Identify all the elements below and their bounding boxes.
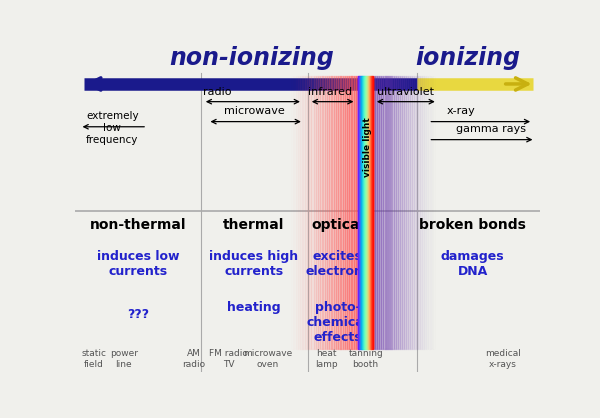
Bar — [293, 76, 296, 349]
Bar — [385, 76, 388, 349]
Text: gamma rays: gamma rays — [456, 125, 526, 135]
Text: AM
radio: AM radio — [182, 349, 205, 369]
Bar — [406, 76, 408, 349]
Bar — [311, 76, 314, 349]
Bar — [391, 76, 394, 349]
Bar — [334, 76, 336, 349]
Bar — [375, 76, 377, 349]
Text: ultraviolet: ultraviolet — [377, 87, 434, 97]
Text: non-thermal: non-thermal — [89, 217, 186, 232]
Bar — [420, 76, 422, 349]
Bar — [305, 76, 307, 349]
Text: heating: heating — [227, 301, 281, 314]
Text: microwave
oven: microwave oven — [244, 349, 293, 369]
Bar — [377, 76, 379, 349]
Bar — [395, 76, 398, 349]
Bar — [307, 76, 309, 349]
Bar — [354, 76, 356, 349]
Bar — [416, 76, 418, 349]
Text: microwave: microwave — [224, 106, 284, 116]
Bar — [408, 76, 410, 349]
Text: non-ionizing: non-ionizing — [169, 46, 334, 70]
Bar — [373, 76, 375, 349]
Bar — [345, 76, 347, 349]
Text: infrared: infrared — [308, 87, 352, 97]
Text: induces low
currents: induces low currents — [97, 250, 179, 278]
Text: radio: radio — [203, 87, 231, 97]
Bar — [300, 76, 302, 349]
Bar — [329, 76, 332, 349]
Bar — [314, 76, 316, 349]
Bar — [410, 76, 412, 349]
Bar — [356, 76, 358, 349]
Bar — [327, 76, 329, 349]
Bar — [428, 76, 431, 349]
Bar — [352, 76, 354, 349]
Bar — [340, 76, 343, 349]
Bar — [383, 76, 386, 349]
Bar — [316, 76, 318, 349]
Bar — [343, 76, 345, 349]
Text: thermal: thermal — [223, 217, 285, 232]
Bar — [291, 76, 293, 349]
Bar — [298, 76, 301, 349]
Bar — [412, 76, 414, 349]
Bar — [422, 76, 424, 349]
Bar — [414, 76, 416, 349]
Bar — [389, 76, 392, 349]
Bar — [322, 76, 325, 349]
Text: visible light: visible light — [363, 117, 372, 176]
Bar — [433, 76, 434, 349]
Bar — [302, 76, 305, 349]
Bar — [338, 76, 341, 349]
Text: induces high
currents: induces high currents — [209, 250, 299, 278]
Bar — [296, 76, 298, 349]
Bar — [398, 76, 400, 349]
Text: extremely
low
frequency: extremely low frequency — [86, 111, 139, 145]
Text: ???: ??? — [127, 308, 149, 321]
Bar — [336, 76, 338, 349]
Text: excites
electrons: excites electrons — [305, 250, 370, 278]
Text: photo-
chemical
effects: photo- chemical effects — [307, 301, 368, 344]
Text: FM radio
TV: FM radio TV — [209, 349, 248, 369]
Bar — [424, 76, 427, 349]
Bar — [381, 76, 383, 349]
Bar — [418, 76, 421, 349]
Bar — [318, 76, 320, 349]
Bar — [402, 76, 404, 349]
Text: medical
x-rays: medical x-rays — [485, 349, 521, 369]
Bar — [320, 76, 323, 349]
Bar — [331, 76, 334, 349]
Text: ionizing: ionizing — [415, 46, 520, 70]
Bar — [347, 76, 349, 349]
Text: broken bonds: broken bonds — [419, 217, 526, 232]
Bar — [349, 76, 352, 349]
Bar — [400, 76, 402, 349]
Text: power
line: power line — [110, 349, 138, 369]
Bar — [430, 76, 433, 349]
Text: optical: optical — [311, 217, 364, 232]
Text: tanning
booth: tanning booth — [348, 349, 383, 369]
Text: static
field: static field — [81, 349, 106, 369]
Bar — [309, 76, 311, 349]
Bar — [379, 76, 382, 349]
Bar — [426, 76, 428, 349]
Bar — [388, 76, 389, 349]
Bar — [404, 76, 406, 349]
Text: damages
DNA: damages DNA — [441, 250, 505, 278]
Text: heat
lamp: heat lamp — [315, 349, 337, 369]
Bar — [394, 76, 396, 349]
Text: x-ray: x-ray — [447, 106, 476, 116]
Bar — [325, 76, 327, 349]
